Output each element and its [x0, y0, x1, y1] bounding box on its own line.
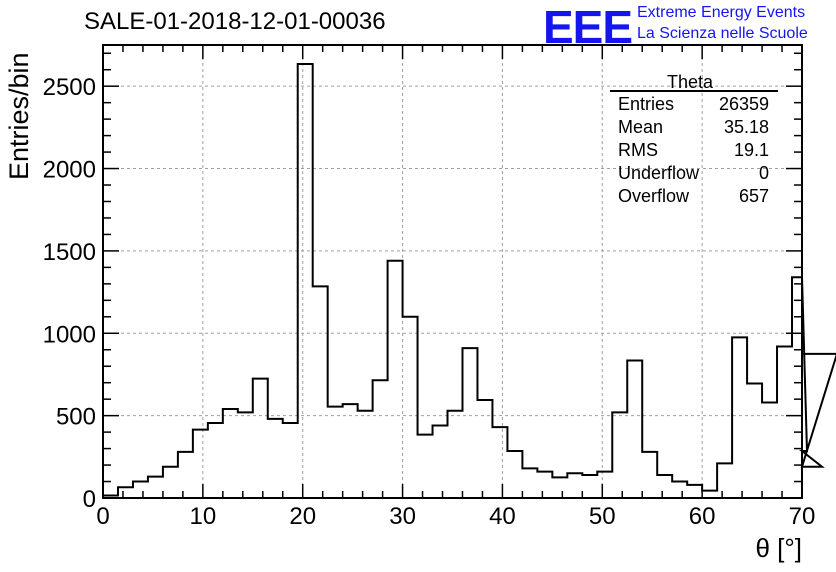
- histogram-bin: [253, 379, 268, 498]
- histogram-bin: [762, 402, 777, 498]
- x-tick-label: 50: [589, 503, 616, 530]
- histogram-bin: [208, 423, 223, 498]
- histogram-bin: [328, 407, 343, 498]
- stats-row-value: 19.1: [734, 140, 769, 160]
- histogram-bin: [777, 346, 792, 498]
- x-tick-label: 40: [489, 503, 516, 530]
- y-tick-label: 0: [83, 486, 96, 513]
- stats-row-value: 657: [739, 186, 769, 206]
- histogram-bin: [343, 404, 358, 498]
- histogram-bin: [462, 348, 477, 498]
- histogram-bin: [552, 477, 567, 498]
- histogram-bin: [388, 261, 403, 498]
- page-title: SALE-01-2018-12-01-00036: [84, 8, 386, 35]
- y-tick-label: 2000: [43, 157, 96, 184]
- histogram-bin: [118, 487, 133, 498]
- plot-frame: [102, 44, 803, 499]
- histogram-bin: [193, 430, 208, 498]
- histogram-bin: [418, 435, 433, 498]
- x-tick-label: 30: [389, 503, 416, 530]
- x-tick-label: 0: [96, 503, 109, 530]
- histogram-bin: [133, 482, 148, 498]
- stats-row-value: 26359: [719, 94, 769, 114]
- stats-row-label: Entries: [618, 94, 674, 114]
- histogram-bin: [178, 452, 193, 498]
- histogram-bin: [477, 400, 492, 498]
- histogram-bin: [373, 380, 388, 498]
- histogram-bin: [492, 427, 507, 498]
- histogram-bins: [103, 64, 802, 498]
- histogram-outline: [102, 62, 836, 498]
- grid-lines: [103, 45, 802, 498]
- stats-box: Theta Entries 26359 Mean 35.18 RMS 19.1 Underf…: [610, 72, 778, 206]
- stats-row-label: Overflow: [618, 186, 690, 206]
- histogram-bin: [163, 467, 178, 498]
- y-tick-label: 2500: [43, 74, 96, 101]
- histogram-bin: [627, 360, 642, 498]
- histogram-bin: [507, 451, 522, 498]
- histogram-bin: [313, 286, 328, 498]
- histogram-bin: [433, 426, 448, 498]
- x-tick-label: 10: [190, 503, 217, 530]
- logo-subtitle-line1: Extreme Energy Events: [637, 4, 806, 21]
- y-axis-label: Entries/bin: [4, 52, 34, 180]
- x-tick-label: 60: [689, 503, 716, 530]
- x-tick-label: 20: [289, 503, 316, 530]
- histogram-bin: [747, 384, 762, 498]
- histogram-bin: [717, 463, 732, 498]
- histogram-bin: [283, 423, 298, 498]
- histogram-bin: [403, 317, 418, 498]
- stats-row-label: Underflow: [618, 163, 700, 183]
- histogram-bin: [148, 477, 163, 498]
- x-tick-label: 70: [789, 503, 816, 530]
- stats-box-title: Theta: [667, 72, 714, 92]
- histogram-bin: [537, 472, 552, 498]
- histogram-bin: [298, 64, 313, 498]
- histogram-bin: [702, 491, 717, 498]
- histogram-bin: [687, 485, 702, 498]
- histogram-bin: [597, 472, 612, 498]
- axis-tick-labels: 0 10 20 30 40 50 60 70 0 500 1000 1500 2000 2500: [43, 74, 816, 530]
- histogram-bin: [567, 473, 582, 498]
- histogram-bin: [358, 411, 373, 498]
- histogram-bin: [238, 412, 253, 498]
- stats-row-value: 0: [759, 163, 769, 183]
- stats-row-label: Mean: [618, 117, 663, 137]
- histogram-bin: [732, 337, 747, 498]
- histogram-bin: [672, 482, 687, 498]
- eee-logo: EEE: [543, 1, 633, 53]
- histogram-bin: [448, 411, 463, 498]
- stats-rows: Entries 26359 Mean 35.18 RMS 19.1 Underflow 0 Ov…: [618, 94, 769, 206]
- histogram-bin: [522, 468, 537, 498]
- axis-ticks: [102, 45, 803, 499]
- stats-row-label: RMS: [618, 140, 658, 160]
- histogram-bin: [582, 475, 597, 498]
- y-tick-label: 500: [56, 404, 96, 431]
- histogram-bin: [642, 452, 657, 498]
- stats-row-value: 35.18: [724, 117, 769, 137]
- x-axis-label: θ [°]: [755, 533, 802, 563]
- y-tick-label: 1500: [43, 239, 96, 266]
- histogram-bin: [268, 419, 283, 498]
- logo-subtitle-line2: La Scienza nelle Scuole: [637, 25, 808, 42]
- histogram-bin: [657, 475, 672, 498]
- histogram-bin: [223, 409, 238, 498]
- y-tick-label: 1000: [43, 321, 96, 348]
- histogram-bin: [612, 412, 627, 498]
